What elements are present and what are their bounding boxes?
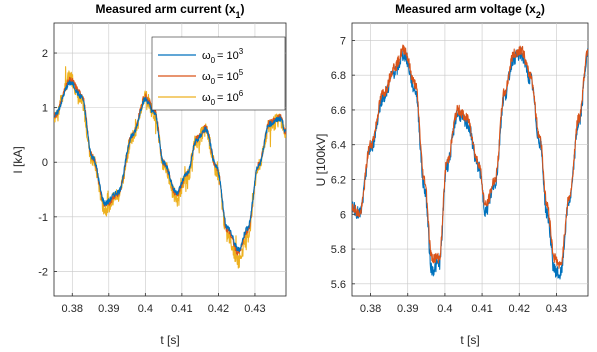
current-xtick-label: 0.39 <box>98 303 119 315</box>
legend-entry-3: ω0 = 106 <box>202 89 244 107</box>
current-xtick-label: 0.43 <box>244 303 265 315</box>
legend-entry-2: ω0 = 105 <box>202 68 244 86</box>
current-y-axis-label: I [kA] <box>11 146 25 173</box>
voltage-yticks: 5.6 5.8 6 6.2 6.4 6.6 6.8 7 <box>331 35 355 291</box>
voltage-plot-area <box>351 22 589 297</box>
voltage-xtick-label: 0.4 <box>437 303 452 315</box>
voltage-xtick-label: 0.38 <box>360 303 381 315</box>
current-chart: 0.38 0.39 0.4 0.41 0.42 0.43 -2 -1 0 1 2 Measured… <box>11 2 287 347</box>
voltage-xtick-label: 0.39 <box>397 303 418 315</box>
voltage-chart: 0.38 0.39 0.4 0.41 0.42 0.43 5.6 5.8 6 6.2 6.4 6.6… <box>314 2 589 347</box>
current-xticks: 0.38 0.39 0.4 0.41 0.42 0.43 <box>62 293 266 315</box>
voltage-ytick-label: 6.2 <box>331 174 346 186</box>
voltage-xtick-label: 0.41 <box>471 303 492 315</box>
current-xtick-label: 0.41 <box>171 303 192 315</box>
voltage-ytick-label: 7 <box>340 35 346 47</box>
voltage-ytick-label: 5.8 <box>331 244 346 256</box>
legend-box <box>151 36 286 111</box>
current-ytick-label: -2 <box>38 266 48 278</box>
current-ytick-label: 2 <box>42 48 48 60</box>
current-series-group <box>54 66 286 269</box>
current-x-axis-label: t [s] <box>160 333 179 347</box>
voltage-xtick-label: 0.42 <box>509 303 530 315</box>
voltage-chart-title: Measured arm voltage (x2) <box>395 2 545 20</box>
voltage-ytick-label: 6.4 <box>331 140 346 152</box>
voltage-series-0-line <box>352 44 588 269</box>
legend-entry-1: ω0 = 103 <box>202 47 244 65</box>
voltage-xtick-label: 0.43 <box>546 303 567 315</box>
current-legend: ω0 = 103 ω0 = 105 ω0 = 106 <box>151 36 286 111</box>
current-xtick-label: 0.42 <box>208 303 229 315</box>
voltage-xticks: 0.38 0.39 0.4 0.41 0.42 0.43 <box>360 293 567 315</box>
voltage-x-axis-label: t [s] <box>460 333 479 347</box>
current-ytick-label: -1 <box>38 212 48 224</box>
voltage-ytick-label: 6 <box>340 209 346 221</box>
voltage-ytick-label: 6.8 <box>331 70 346 82</box>
voltage-series-group <box>352 44 588 280</box>
current-xtick-label: 0.4 <box>138 303 153 315</box>
voltage-y-axis-label: U [100kV] <box>314 134 328 187</box>
current-yticks: -2 -1 0 1 2 <box>38 48 57 278</box>
current-ytick-label: 1 <box>42 103 48 115</box>
current-xtick-label: 0.38 <box>62 303 83 315</box>
current-chart-title: Measured arm current (x1) <box>95 2 244 20</box>
current-series-omega-1e3-line <box>54 80 286 252</box>
voltage-ytick-label: 6.6 <box>331 105 346 117</box>
voltage-grid <box>352 23 588 296</box>
current-ytick-label: 0 <box>42 157 48 169</box>
voltage-ytick-label: 5.6 <box>331 279 346 291</box>
